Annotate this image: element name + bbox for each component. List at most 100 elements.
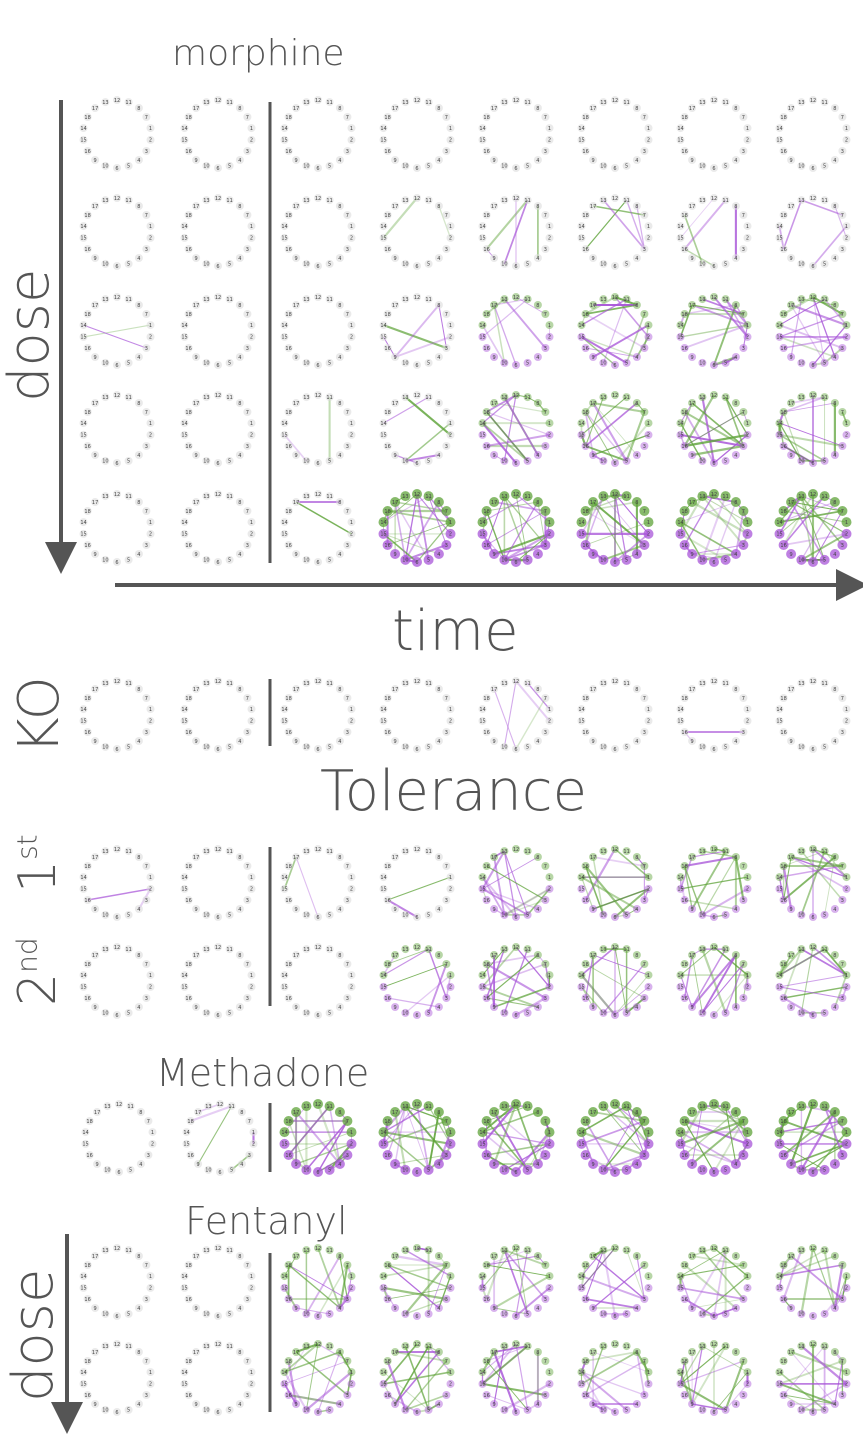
network-node-label: 12 xyxy=(513,295,519,301)
network-node-label: 15 xyxy=(281,1142,287,1148)
network-edge xyxy=(680,1345,726,1385)
network-node-label: 11 xyxy=(524,947,530,953)
network-node-label: 5 xyxy=(127,1011,130,1017)
network-node-label: 13 xyxy=(102,849,108,855)
network-node xyxy=(446,135,455,144)
network-node-label: 5 xyxy=(526,745,529,751)
network-node-label: 14 xyxy=(479,126,485,132)
network-node-label: 12 xyxy=(215,847,221,853)
network-node-label: 11 xyxy=(821,1344,827,1350)
network-node-label: 10 xyxy=(501,558,507,564)
network-node-label: 3 xyxy=(445,996,448,1002)
network-node xyxy=(184,245,193,253)
network-node-label: 3 xyxy=(544,898,547,904)
network-node-label: 9 xyxy=(295,256,298,262)
network-node-label: 4 xyxy=(437,1306,440,1312)
network-node-label: 5 xyxy=(427,1011,430,1017)
network-node-label: 16 xyxy=(384,247,390,253)
network-node-label: 15 xyxy=(281,985,287,991)
network-node-label: 2 xyxy=(548,433,551,439)
network-node-label: 13 xyxy=(600,100,606,106)
network-node xyxy=(676,135,685,144)
network-node-label: 14 xyxy=(776,520,782,526)
network-node-label: 6 xyxy=(115,747,118,753)
network-node-label: 4 xyxy=(137,1306,140,1312)
network-node-label: 10 xyxy=(600,262,606,268)
network-node-label: 10 xyxy=(303,361,309,367)
network-node-label: 9 xyxy=(394,1306,397,1312)
network-node-label: 11 xyxy=(226,494,232,500)
network-node-label: 7 xyxy=(145,1263,148,1269)
network-node-label: 15 xyxy=(578,1286,584,1292)
network-edge xyxy=(585,1360,645,1396)
network-node-label: 8 xyxy=(635,1254,638,1260)
network-node-label: 3 xyxy=(544,149,547,155)
network-node-label: 2 xyxy=(845,1142,848,1148)
network-node-label: 2 xyxy=(250,985,253,991)
network-node-label: 1 xyxy=(149,875,152,881)
network-node-label: 2 xyxy=(449,335,452,341)
network-node-label: 6 xyxy=(613,363,616,369)
network-node-label: 7 xyxy=(841,962,844,968)
network-edge xyxy=(779,422,843,447)
network-node-label: 8 xyxy=(635,953,638,959)
network-node-label: 3 xyxy=(145,1393,148,1399)
network-node-label: 12 xyxy=(513,847,519,853)
network-node xyxy=(146,233,155,242)
network-node-label: 6 xyxy=(115,1314,118,1320)
network-node-label: 12 xyxy=(711,492,717,498)
network-node-label: 17 xyxy=(293,1254,299,1260)
network-node-label: 11 xyxy=(226,297,232,303)
network-node xyxy=(134,104,143,112)
network-node-label: 16 xyxy=(681,996,687,1002)
network-node-label: 8 xyxy=(240,1110,243,1116)
network-node-label: 10 xyxy=(203,164,209,170)
network-node-label: 8 xyxy=(338,855,341,861)
network-node-label: 4 xyxy=(437,739,440,745)
network-node-label: 17 xyxy=(293,1110,299,1116)
network-node-label: 15 xyxy=(578,335,584,341)
network-node-label: 17 xyxy=(92,687,98,693)
network-node-label: 2 xyxy=(746,236,749,242)
network-node-label: 5 xyxy=(127,913,130,919)
network-node-label: 17 xyxy=(491,204,497,210)
network-node-label: 15 xyxy=(677,1286,683,1292)
network-node-label: 5 xyxy=(625,1011,628,1017)
network-node-label: 15 xyxy=(776,887,782,893)
network-node-label: 14 xyxy=(479,520,485,526)
network-node-label: 11 xyxy=(326,1344,332,1350)
network-node-label: 5 xyxy=(127,1408,130,1414)
network-node-label: 4 xyxy=(238,1402,241,1408)
network-node-label: 3 xyxy=(346,543,349,549)
network-node-label: 12 xyxy=(114,393,120,399)
network-node-label: 1 xyxy=(647,1130,650,1136)
network-node-label: 18 xyxy=(384,509,390,515)
network-node-label: 8 xyxy=(437,401,440,407)
network-node-label: 16 xyxy=(483,444,489,450)
network-node xyxy=(731,104,740,112)
network-node-label: 5 xyxy=(328,361,331,367)
network-node-label: 8 xyxy=(137,953,140,959)
network-node-label: 15 xyxy=(380,985,386,991)
network-node-label: 15 xyxy=(380,138,386,144)
network-node-label: 5 xyxy=(230,1168,233,1174)
network-node xyxy=(325,161,334,170)
network-node-label: 2 xyxy=(647,887,650,893)
network-node-label: 12 xyxy=(217,1102,223,1108)
network-node-label: 7 xyxy=(643,410,646,416)
network-node-label: 9 xyxy=(195,1402,198,1408)
network-node-label: 18 xyxy=(780,115,786,121)
network-node-label: 5 xyxy=(724,1312,727,1318)
network-node-label: 5 xyxy=(625,1168,628,1174)
network-node-label: 18 xyxy=(285,115,291,121)
network-node-label: 12 xyxy=(810,945,816,951)
network-node-label: 8 xyxy=(734,1254,737,1260)
network-node-label: 8 xyxy=(833,1110,836,1116)
network-node-label: 2 xyxy=(350,1286,353,1292)
network-node-label: 3 xyxy=(145,1297,148,1303)
network-node-label: 1 xyxy=(449,421,452,427)
network-node-label: 12 xyxy=(414,1102,420,1108)
